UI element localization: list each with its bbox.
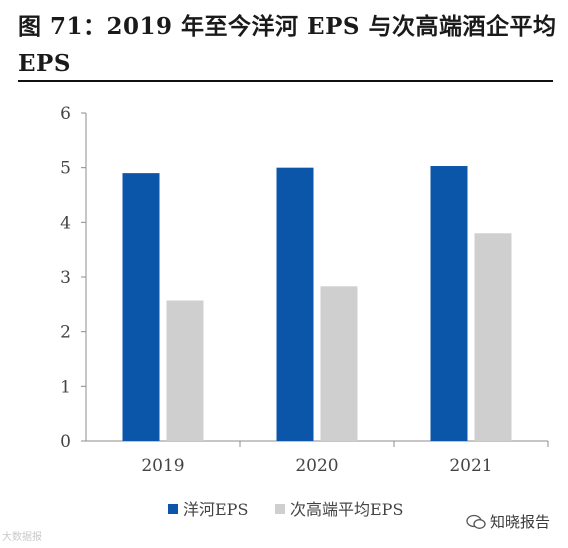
bar-yanghe-eps-2020	[276, 167, 314, 441]
bar-peer-avg-eps-2021	[474, 233, 512, 441]
legend-label: 次高端平均EPS	[290, 500, 403, 519]
bar-peer-avg-eps-2019	[166, 300, 204, 441]
watermark-right: 知晓报告	[466, 511, 550, 532]
legend: 洋河EPS 次高端平均EPS	[168, 500, 403, 519]
bar-yanghe-eps-2021	[430, 166, 468, 441]
y-tick-label: 3	[60, 268, 71, 288]
bars	[122, 166, 512, 441]
y-axis: 0 1 2 3 4 5 6	[60, 104, 87, 452]
x-tick-label: 2019	[141, 456, 184, 476]
legend-swatch	[275, 504, 285, 514]
x-axis: 2019 2020 2021	[86, 440, 549, 476]
chart-title: 图 71：2019 年至今洋河 EPS 与次高端酒企平均 EPS	[18, 13, 557, 77]
chat-bubble-icon	[466, 514, 486, 529]
legend-label: 洋河EPS	[183, 500, 248, 519]
x-tick-label: 2021	[449, 456, 492, 476]
legend-swatch	[168, 504, 178, 514]
x-tick-label: 2020	[295, 456, 338, 476]
bar-peer-avg-eps-2020	[320, 286, 358, 441]
y-tick-label: 2	[60, 323, 71, 343]
watermark-left: 大数据报	[2, 532, 42, 543]
watermark-right-text: 知晓报告	[490, 513, 551, 531]
y-tick-label: 5	[60, 159, 71, 179]
title-underline	[18, 80, 553, 82]
y-tick-label: 6	[60, 104, 71, 124]
y-tick-label: 0	[60, 432, 71, 452]
bar-yanghe-eps-2019	[122, 173, 160, 441]
y-tick-label: 1	[60, 377, 71, 397]
y-tick-label: 4	[60, 213, 71, 233]
